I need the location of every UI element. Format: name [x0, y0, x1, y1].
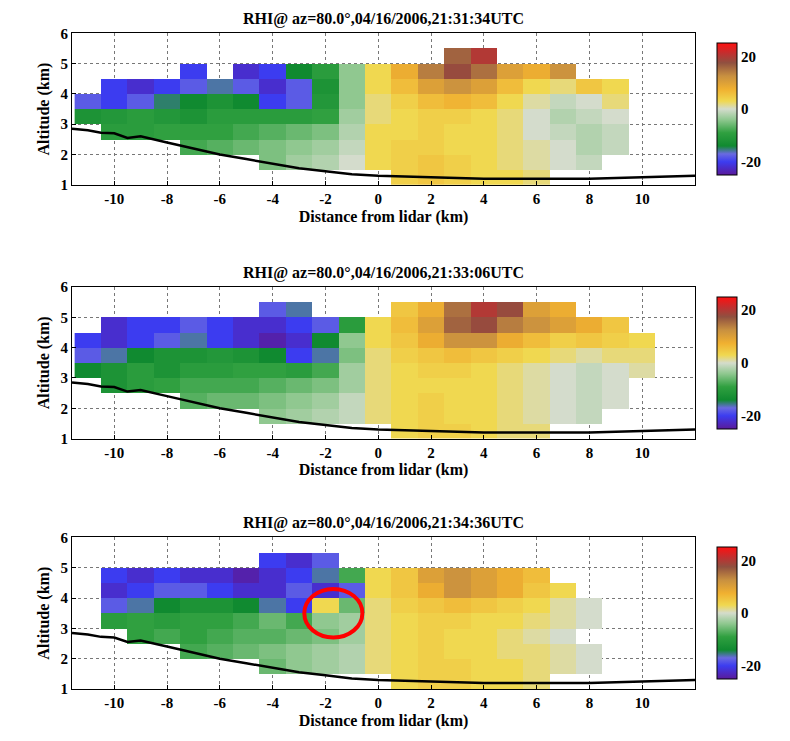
svg-text:1: 1 [61, 177, 69, 193]
svg-text:6: 6 [533, 695, 541, 711]
svg-text:6: 6 [61, 279, 69, 295]
svg-text:8: 8 [586, 191, 594, 207]
svg-text:RHI@ az=80.0°,04/16/2006,21:31: RHI@ az=80.0°,04/16/2006,21:31:34UTC [243, 10, 524, 28]
svg-text:0: 0 [374, 445, 382, 461]
svg-text:Distance from lidar (km): Distance from lidar (km) [299, 712, 469, 730]
svg-text:3: 3 [61, 370, 69, 386]
svg-text:6: 6 [533, 445, 541, 461]
svg-text:4: 4 [61, 590, 69, 606]
svg-text:1: 1 [61, 431, 69, 447]
svg-text:2: 2 [61, 401, 69, 417]
svg-text:4: 4 [480, 191, 488, 207]
svg-text:2: 2 [61, 651, 69, 667]
svg-text:0: 0 [374, 695, 382, 711]
svg-text:20: 20 [741, 302, 756, 318]
svg-text:-10: -10 [104, 695, 124, 711]
svg-text:-2: -2 [319, 695, 332, 711]
svg-text:8: 8 [586, 695, 594, 711]
svg-text:RHI@ az=80.0°,04/16/2006,21:33: RHI@ az=80.0°,04/16/2006,21:33:06UTC [243, 264, 524, 282]
svg-text:4: 4 [480, 695, 488, 711]
svg-text:2: 2 [427, 445, 435, 461]
svg-text:-20: -20 [741, 658, 761, 674]
svg-text:-2: -2 [319, 191, 332, 207]
svg-text:20: 20 [741, 553, 756, 569]
svg-text:-6: -6 [214, 695, 227, 711]
svg-text:10: 10 [635, 191, 650, 207]
svg-text:10: 10 [635, 695, 650, 711]
svg-text:5: 5 [61, 560, 69, 576]
svg-text:4: 4 [61, 340, 69, 356]
svg-text:2: 2 [427, 695, 435, 711]
svg-text:-6: -6 [214, 445, 227, 461]
svg-text:2: 2 [427, 191, 435, 207]
svg-text:Distance from lidar (km): Distance from lidar (km) [299, 208, 469, 226]
svg-text:5: 5 [61, 56, 69, 72]
svg-text:-20: -20 [741, 154, 761, 170]
svg-text:1: 1 [61, 681, 69, 697]
svg-text:-4: -4 [266, 191, 279, 207]
svg-text:RHI@ az=80.0°,04/16/2006,21:34: RHI@ az=80.0°,04/16/2006,21:34:36UTC [243, 514, 524, 532]
svg-text:-8: -8 [161, 445, 174, 461]
svg-text:-4: -4 [266, 445, 279, 461]
svg-text:0: 0 [741, 605, 749, 621]
svg-text:4: 4 [61, 86, 69, 102]
svg-text:-8: -8 [161, 695, 174, 711]
svg-text:6: 6 [533, 191, 541, 207]
svg-text:-20: -20 [741, 408, 761, 424]
svg-text:Altitude (km): Altitude (km) [35, 63, 53, 156]
svg-text:4: 4 [480, 445, 488, 461]
svg-text:Distance from lidar (km): Distance from lidar (km) [299, 461, 469, 479]
svg-text:Altitude (km): Altitude (km) [35, 316, 53, 409]
svg-text:-10: -10 [104, 445, 124, 461]
svg-text:10: 10 [635, 445, 650, 461]
svg-text:3: 3 [61, 116, 69, 132]
svg-text:-4: -4 [266, 695, 279, 711]
svg-text:-10: -10 [104, 191, 124, 207]
svg-text:5: 5 [61, 310, 69, 326]
svg-text:3: 3 [61, 621, 69, 637]
svg-text:-8: -8 [161, 191, 174, 207]
svg-text:-2: -2 [319, 445, 332, 461]
svg-text:Altitude (km): Altitude (km) [35, 567, 53, 660]
svg-text:20: 20 [741, 49, 756, 65]
svg-text:6: 6 [61, 26, 69, 42]
svg-text:2: 2 [61, 147, 69, 163]
svg-text:8: 8 [586, 445, 594, 461]
svg-text:0: 0 [374, 191, 382, 207]
svg-text:0: 0 [741, 355, 749, 371]
svg-text:6: 6 [61, 530, 69, 546]
svg-text:-6: -6 [214, 191, 227, 207]
svg-text:0: 0 [741, 101, 749, 117]
